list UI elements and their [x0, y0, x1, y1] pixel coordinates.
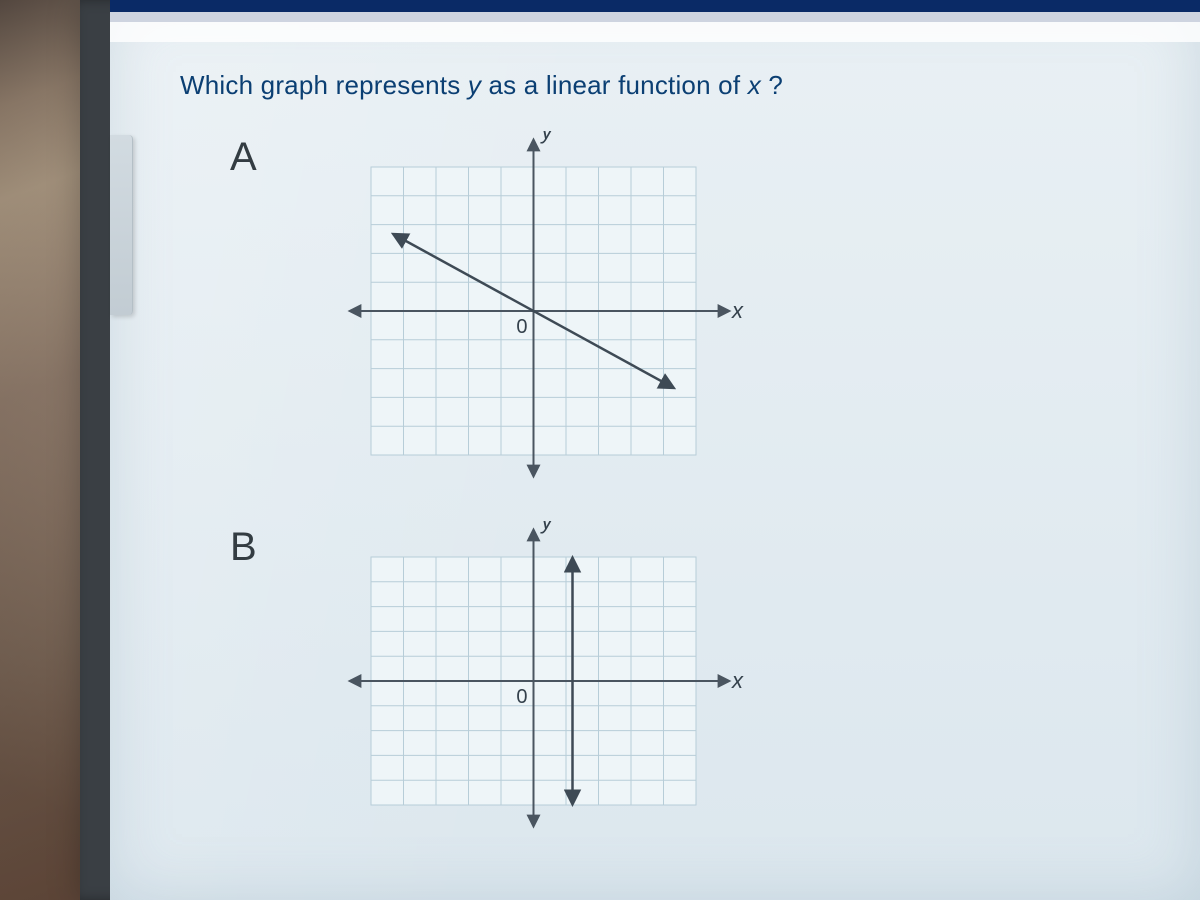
question-suffix: ?: [768, 70, 783, 100]
option-A-label: A: [230, 131, 266, 180]
question-var-x: x: [748, 70, 761, 100]
question-var-y: y: [468, 70, 481, 100]
options-list: A y x 0 B y x 0: [230, 121, 1130, 861]
monitor-bezel: Which graph represents y as a linear fun…: [80, 0, 1200, 900]
option-B-graph: y x 0: [331, 521, 751, 841]
svg-text:0: 0: [516, 316, 527, 338]
svg-text:x: x: [731, 298, 744, 323]
option-B-label: B: [230, 521, 266, 570]
svg-text:0: 0: [516, 686, 527, 708]
page-header-strip: [110, 0, 1200, 22]
svg-text:y: y: [540, 131, 555, 144]
scrollbar-hint: [110, 135, 133, 315]
svg-text:x: x: [731, 668, 744, 693]
screen: Which graph represents y as a linear fun…: [110, 0, 1200, 900]
svg-text:y: y: [540, 521, 555, 534]
option-A-graph: y x 0: [331, 131, 751, 491]
question-text: Which graph represents y as a linear fun…: [180, 70, 1130, 101]
question-middle: as a linear function of: [489, 70, 748, 100]
worksheet: Which graph represents y as a linear fun…: [140, 40, 1160, 900]
option-A[interactable]: A y x 0: [230, 121, 1130, 511]
question-prefix: Which graph represents: [180, 70, 468, 100]
option-B[interactable]: B y x 0: [230, 511, 1130, 861]
